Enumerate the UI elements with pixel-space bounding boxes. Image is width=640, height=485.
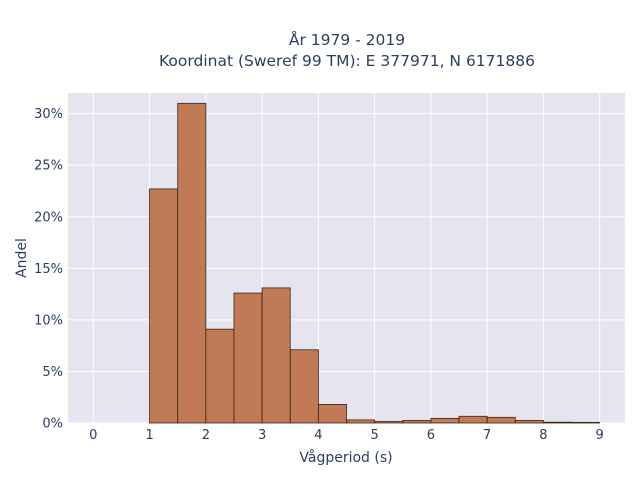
y-tick-label: 15% <box>34 262 63 277</box>
y-tick-label: 0% <box>42 417 63 432</box>
x-tick-labels: 0 1 2 3 4 5 6 7 8 9 <box>89 428 604 443</box>
x-tick-label: 5 <box>370 428 378 443</box>
histogram-bar <box>514 420 544 424</box>
histogram-bar <box>205 328 235 424</box>
histogram-bar <box>402 420 432 424</box>
y-axis-title: Andel <box>14 238 30 278</box>
x-tick-label: 8 <box>539 428 547 443</box>
y-tick-label: 25% <box>34 159 63 174</box>
x-tick-label: 9 <box>596 428 604 443</box>
y-tick-label: 5% <box>42 365 63 380</box>
y-tick-labels: 0% 5% 10% 15% 20% 25% 30% <box>34 107 63 431</box>
x-tick-label: 6 <box>427 428 435 443</box>
histogram-bar <box>543 421 572 424</box>
histogram-bar <box>346 419 376 424</box>
x-tick-label: 3 <box>258 428 266 443</box>
histogram-bar <box>571 421 601 424</box>
x-tick-label: 7 <box>483 428 491 443</box>
x-tick-label: 1 <box>145 428 153 443</box>
y-tick-label: 30% <box>34 107 63 122</box>
histogram-bar <box>486 416 516 424</box>
chart-title-line-1: År 1979 - 2019 <box>289 30 405 49</box>
histogram-bar <box>261 287 291 424</box>
histogram-bar <box>317 404 347 424</box>
x-tick-label: 0 <box>89 428 97 443</box>
histogram-bar <box>233 292 263 424</box>
histogram-bar <box>149 188 179 424</box>
bars <box>149 102 601 424</box>
x-tick-label: 2 <box>202 428 210 443</box>
histogram-bar <box>374 421 404 424</box>
chart-title-line-2: Koordinat (Sweref 99 TM): E 377971, N 61… <box>159 52 535 70</box>
y-tick-label: 20% <box>34 210 63 225</box>
histogram-bar <box>177 102 207 424</box>
histogram-bar <box>458 415 488 424</box>
x-axis-title: Vågperiod (s) <box>299 449 392 466</box>
histogram-bar <box>289 349 319 424</box>
histogram-bar <box>430 417 460 424</box>
x-tick-label: 4 <box>314 428 322 443</box>
y-tick-label: 10% <box>34 313 63 328</box>
